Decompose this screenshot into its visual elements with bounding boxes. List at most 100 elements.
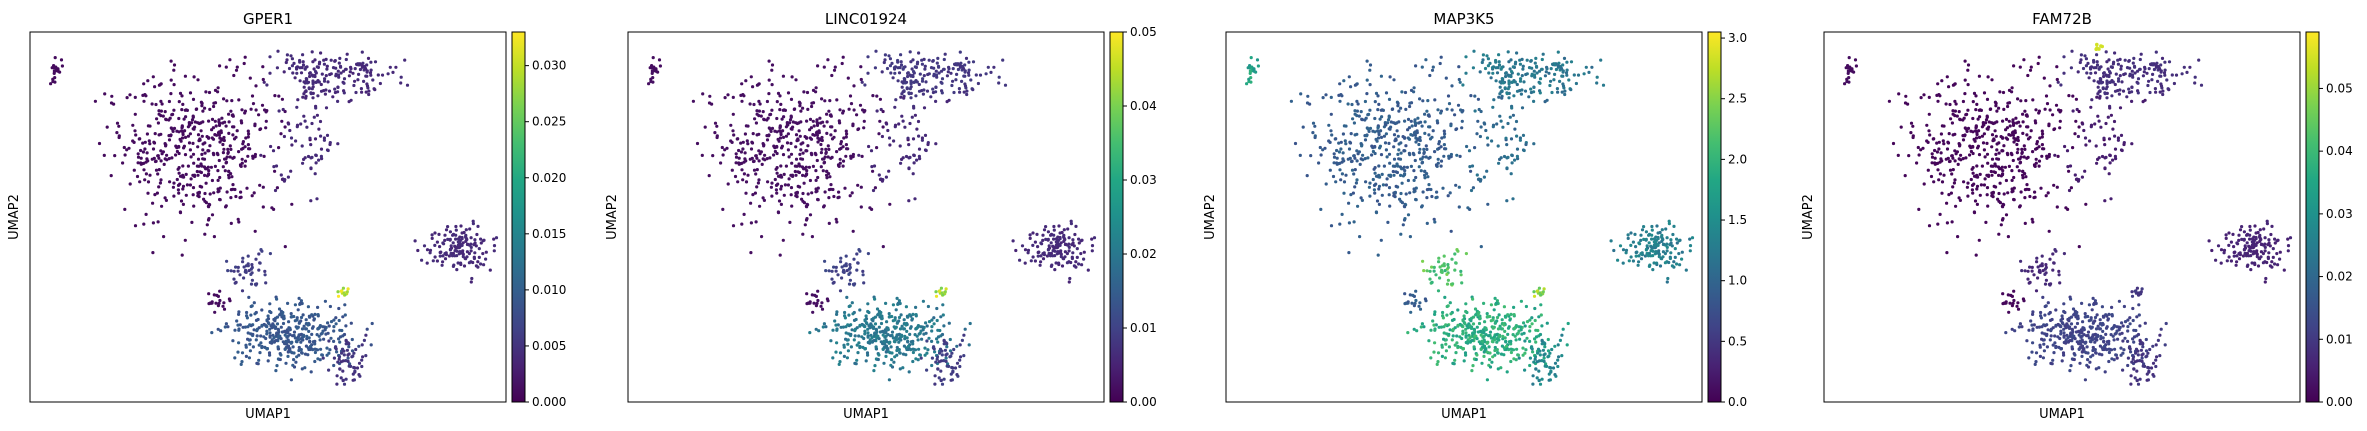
- data-point: [168, 180, 172, 184]
- data-point: [286, 344, 290, 348]
- data-point: [958, 343, 962, 347]
- data-point: [1407, 137, 1412, 141]
- data-point: [1436, 161, 1440, 165]
- data-point: [1342, 124, 1346, 128]
- data-point: [1971, 130, 1975, 134]
- data-point: [828, 175, 832, 179]
- data-point: [1546, 337, 1550, 342]
- colorbar-tick-label: 3.0: [1728, 31, 1747, 45]
- data-point: [1518, 136, 1522, 140]
- data-point: [879, 321, 884, 326]
- data-point: [893, 355, 897, 359]
- data-point: [893, 71, 897, 75]
- data-point: [1317, 161, 1321, 165]
- data-point: [922, 57, 926, 62]
- data-point: [1505, 92, 1509, 96]
- data-point: [318, 324, 322, 328]
- data-point: [454, 228, 458, 232]
- data-point: [1430, 194, 1434, 199]
- data-point: [1477, 177, 1481, 181]
- data-point: [1417, 304, 1421, 308]
- data-point: [1028, 233, 1032, 237]
- data-point: [364, 90, 368, 94]
- data-point: [1953, 109, 1957, 113]
- data-point: [2046, 191, 2050, 195]
- data-point: [1309, 154, 1313, 158]
- data-point: [1039, 260, 1043, 264]
- data-point: [1507, 340, 1511, 344]
- data-point: [1450, 338, 1454, 342]
- data-point: [908, 313, 912, 317]
- data-point: [1669, 238, 1673, 242]
- data-point: [1020, 244, 1025, 248]
- data-point: [257, 326, 261, 330]
- data-point: [910, 318, 914, 322]
- data-point: [218, 175, 222, 180]
- data-point: [1370, 153, 1374, 157]
- data-point: [313, 172, 317, 176]
- data-point: [782, 193, 786, 197]
- data-point: [366, 56, 371, 61]
- data-point: [1540, 57, 1544, 62]
- data-point: [287, 320, 291, 324]
- data-point: [335, 382, 339, 386]
- data-point: [133, 129, 137, 133]
- data-point: [191, 152, 196, 156]
- data-point: [1485, 312, 1489, 316]
- data-point: [338, 64, 343, 68]
- data-point: [1339, 93, 1343, 97]
- data-point: [286, 334, 290, 338]
- data-point: [1489, 336, 1493, 340]
- data-point: [798, 152, 802, 156]
- data-point: [1060, 230, 1064, 235]
- data-point: [1657, 241, 1661, 245]
- data-point: [1471, 322, 1476, 326]
- data-point: [695, 141, 700, 146]
- data-point: [197, 190, 201, 194]
- data-point: [301, 313, 305, 317]
- data-point: [316, 305, 320, 309]
- data-point: [273, 94, 277, 98]
- data-point: [859, 185, 863, 189]
- data-point: [296, 335, 301, 339]
- data-point: [286, 301, 290, 305]
- data-point: [1479, 342, 1483, 346]
- data-point: [1658, 230, 1662, 235]
- data-point: [1018, 258, 1022, 262]
- data-point: [291, 345, 295, 349]
- data-point: [1071, 238, 1075, 242]
- data-point: [1483, 66, 1488, 71]
- data-point: [153, 85, 157, 89]
- data-point: [1650, 224, 1654, 229]
- data-point: [1549, 370, 1553, 374]
- data-point: [1667, 260, 1671, 265]
- data-point: [2045, 102, 2050, 106]
- data-point: [940, 69, 944, 73]
- data-point: [1065, 252, 1069, 256]
- data-point: [1655, 261, 1659, 265]
- data-point: [1450, 84, 1454, 88]
- data-point: [1982, 183, 1986, 187]
- data-point: [1972, 137, 1976, 141]
- data-point: [178, 174, 183, 178]
- data-point: [1506, 326, 1511, 330]
- data-point: [846, 349, 851, 353]
- data-point: [1031, 243, 1035, 247]
- data-point: [454, 237, 458, 241]
- data-point: [958, 50, 962, 54]
- data-point: [1907, 154, 1911, 158]
- data-point: [1058, 243, 1062, 247]
- data-point: [911, 74, 915, 79]
- data-point: [1371, 177, 1375, 182]
- data-point: [852, 108, 856, 112]
- data-point: [195, 169, 199, 174]
- data-point: [263, 108, 267, 112]
- data-point: [1374, 210, 1378, 214]
- data-point: [159, 159, 163, 163]
- data-point: [169, 59, 173, 63]
- data-point: [2023, 147, 2027, 151]
- data-point: [1073, 232, 1077, 237]
- data-point: [872, 369, 876, 373]
- data-point: [1481, 331, 1486, 335]
- data-point: [2069, 186, 2073, 190]
